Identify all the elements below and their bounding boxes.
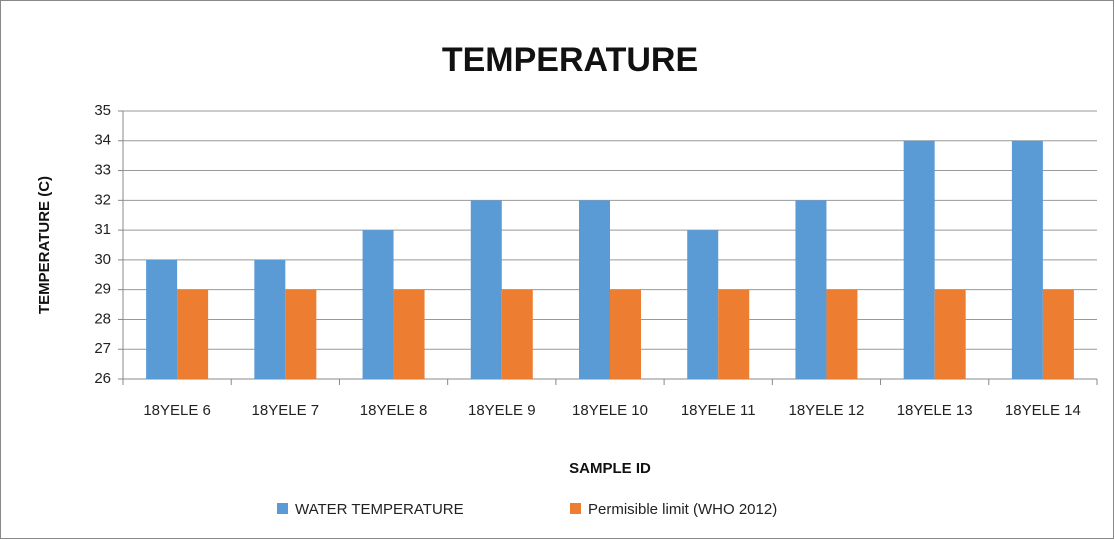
legend-label: WATER TEMPERATURE xyxy=(295,501,464,518)
x-axis-title: SAMPLE ID xyxy=(569,460,651,477)
bar xyxy=(795,200,827,379)
y-tick-label: 26 xyxy=(94,370,111,387)
x-tick-label: 18YELE 6 xyxy=(143,402,211,419)
x-tick-label: 18YELE 8 xyxy=(360,402,428,419)
bar xyxy=(903,140,935,379)
y-tick-label: 28 xyxy=(94,310,111,327)
x-tick-label: 18YELE 14 xyxy=(1005,402,1081,419)
bar xyxy=(610,289,641,379)
y-tick-label: 31 xyxy=(94,221,111,238)
x-tick-label: 18YELE 12 xyxy=(788,402,864,419)
bar xyxy=(718,289,750,379)
bar xyxy=(470,200,502,379)
x-tick-label: 18YELE 10 xyxy=(572,402,648,419)
bar xyxy=(254,259,286,379)
x-tick-label: 18YELE 9 xyxy=(468,402,536,419)
y-axis-title: TEMPERATURE (C) xyxy=(36,176,53,314)
y-tick-label: 35 xyxy=(94,102,111,119)
y-tick-label: 27 xyxy=(94,340,111,357)
x-tick-label: 18YELE 7 xyxy=(252,402,320,419)
y-tick-label: 30 xyxy=(94,251,111,268)
y-tick-label: 33 xyxy=(94,162,111,179)
bar xyxy=(1042,289,1074,379)
y-tick-label: 34 xyxy=(94,132,111,149)
bar xyxy=(285,289,317,379)
legend-swatch xyxy=(277,503,288,514)
bar xyxy=(177,289,209,379)
legend-label: Permisible limit (WHO 2012) xyxy=(588,501,777,518)
bar xyxy=(579,200,610,379)
y-tick-label: 32 xyxy=(94,191,111,208)
bar xyxy=(501,289,533,379)
legend-swatch xyxy=(570,503,581,514)
bar xyxy=(146,259,178,379)
chart-title: TEMPERATURE xyxy=(442,41,698,79)
bar xyxy=(362,230,394,379)
bar xyxy=(826,289,858,379)
bar xyxy=(393,289,425,379)
x-tick-label: 18YELE 13 xyxy=(897,402,973,419)
bar xyxy=(934,289,966,379)
y-tick-label: 29 xyxy=(94,281,111,298)
bar xyxy=(1011,140,1043,379)
x-tick-label: 18YELE 11 xyxy=(681,402,756,419)
bar xyxy=(687,230,719,379)
